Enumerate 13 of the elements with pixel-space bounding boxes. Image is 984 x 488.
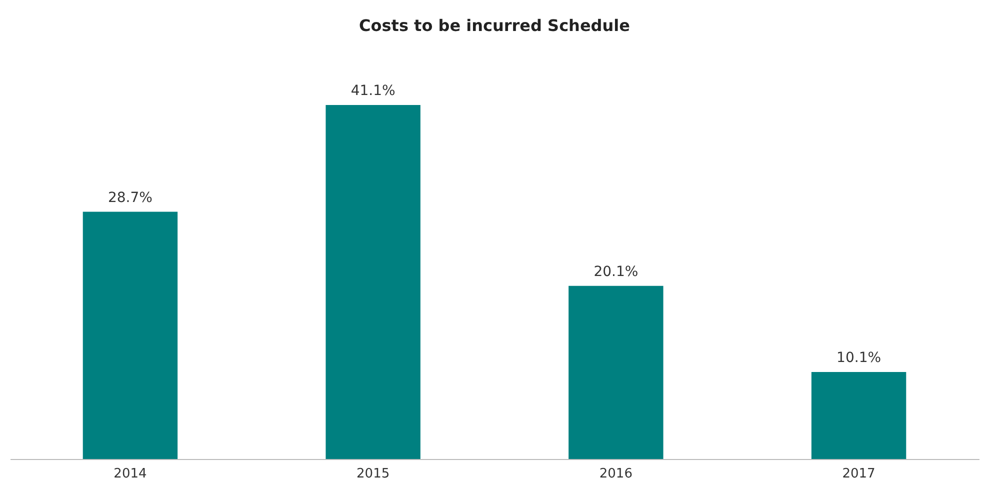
x-tick-label: 2017	[842, 466, 876, 482]
data-label: 28.7%	[108, 190, 152, 206]
data-label: 10.1%	[836, 350, 882, 366]
x-tick-label: 2016	[599, 466, 632, 482]
data-label: 41.1%	[350, 83, 396, 99]
bar	[811, 372, 906, 459]
x-tick-label: 2014	[114, 466, 147, 482]
bar	[82, 212, 178, 459]
x-tick-label: 2015	[356, 466, 390, 482]
chart-title: Costs to be incurred Schedule	[359, 16, 630, 35]
bar	[568, 286, 664, 459]
bar	[326, 105, 420, 459]
data-label: 20.1%	[594, 264, 638, 280]
